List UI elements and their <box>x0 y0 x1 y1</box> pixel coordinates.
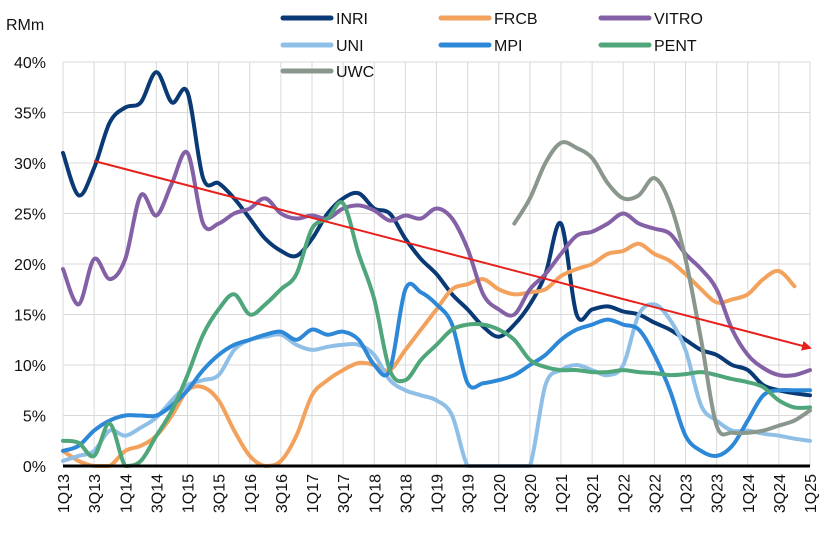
legend-label-pent: PENT <box>654 38 697 55</box>
x-tick-label: 3Q22 <box>647 474 664 513</box>
x-tick-label: 1Q24 <box>741 474 758 513</box>
series-line-pent <box>61 200 812 468</box>
y-tick-label: 25% <box>14 207 46 224</box>
annotations <box>93 160 812 351</box>
legend: INRI FRCB VITRO UNI MPI PENT UWC <box>280 11 703 81</box>
x-tick-label: 1Q15 <box>181 474 198 513</box>
x-tick-label: 3Q16 <box>274 474 291 513</box>
legend-label-inri: INRI <box>336 11 368 28</box>
legend-label-frcb: FRCB <box>494 11 538 28</box>
series-line-uni <box>61 302 812 468</box>
x-axis-ticks: 1Q13 3Q13 1Q14 3Q14 1Q15 3Q15 1Q16 3Q16 1Q17 3Q17… <box>56 474 820 513</box>
unit-label: RMm <box>6 17 44 34</box>
x-tick-label: 3Q24 <box>772 474 789 513</box>
x-tick-label: 3Q17 <box>336 474 353 513</box>
series-group <box>61 70 812 468</box>
x-tick-label: 3Q21 <box>585 474 602 513</box>
x-tick-label: 1Q14 <box>118 474 135 513</box>
y-tick-label: 20% <box>14 257 46 274</box>
x-tick-label: 3Q18 <box>398 474 415 513</box>
y-tick-label: 0% <box>23 459 46 476</box>
y-tick-label: 40% <box>14 55 46 72</box>
y-axis-ticks: 0% 5% 10% 15% 20% 25% 30% 35% 40% <box>14 55 46 476</box>
x-tick-label: 1Q21 <box>554 474 571 513</box>
legend-label-uni: UNI <box>336 38 364 55</box>
x-tick-label: 3Q15 <box>212 474 229 513</box>
series-line-inri <box>61 70 812 398</box>
x-tick-label: 1Q18 <box>367 474 384 513</box>
x-tick-label: 3Q19 <box>461 474 478 513</box>
x-tick-label: 1Q16 <box>243 474 260 513</box>
y-tick-label: 5% <box>23 409 46 426</box>
x-tick-label: 3Q23 <box>710 474 727 513</box>
legend-label-uwc: UWC <box>336 64 374 81</box>
x-tick-label: 1Q17 <box>305 474 322 513</box>
x-tick-label: 1Q25 <box>803 474 820 513</box>
trend-arrow <box>93 160 812 351</box>
x-tick-label: 1Q22 <box>616 474 633 513</box>
x-tick-label: 1Q23 <box>679 474 696 513</box>
x-tick-label: 1Q20 <box>492 474 509 513</box>
y-tick-label: 10% <box>14 358 46 375</box>
x-tick-label: 3Q20 <box>523 474 540 513</box>
legend-label-mpi: MPI <box>494 38 522 55</box>
x-tick-label: 1Q19 <box>430 474 447 513</box>
x-tick-label: 3Q14 <box>149 474 166 513</box>
series-line-mpi <box>61 281 812 459</box>
x-tick-label: 1Q13 <box>56 474 73 513</box>
y-tick-label: 15% <box>14 308 46 325</box>
series-line-uwc <box>512 140 812 437</box>
y-tick-label: 30% <box>14 156 46 173</box>
y-tick-label: 35% <box>14 106 46 123</box>
legend-label-vitro: VITRO <box>654 11 703 28</box>
x-tick-label: 3Q13 <box>87 474 104 513</box>
